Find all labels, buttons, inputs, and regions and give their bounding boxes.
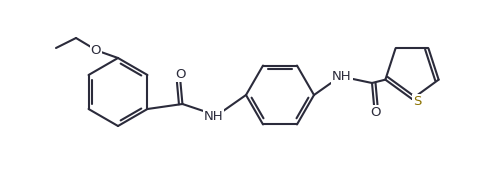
Text: O: O (370, 106, 380, 120)
Text: NH: NH (203, 110, 223, 122)
Text: NH: NH (332, 71, 351, 83)
Text: O: O (91, 43, 101, 57)
Text: S: S (412, 96, 420, 108)
Text: O: O (175, 67, 185, 81)
